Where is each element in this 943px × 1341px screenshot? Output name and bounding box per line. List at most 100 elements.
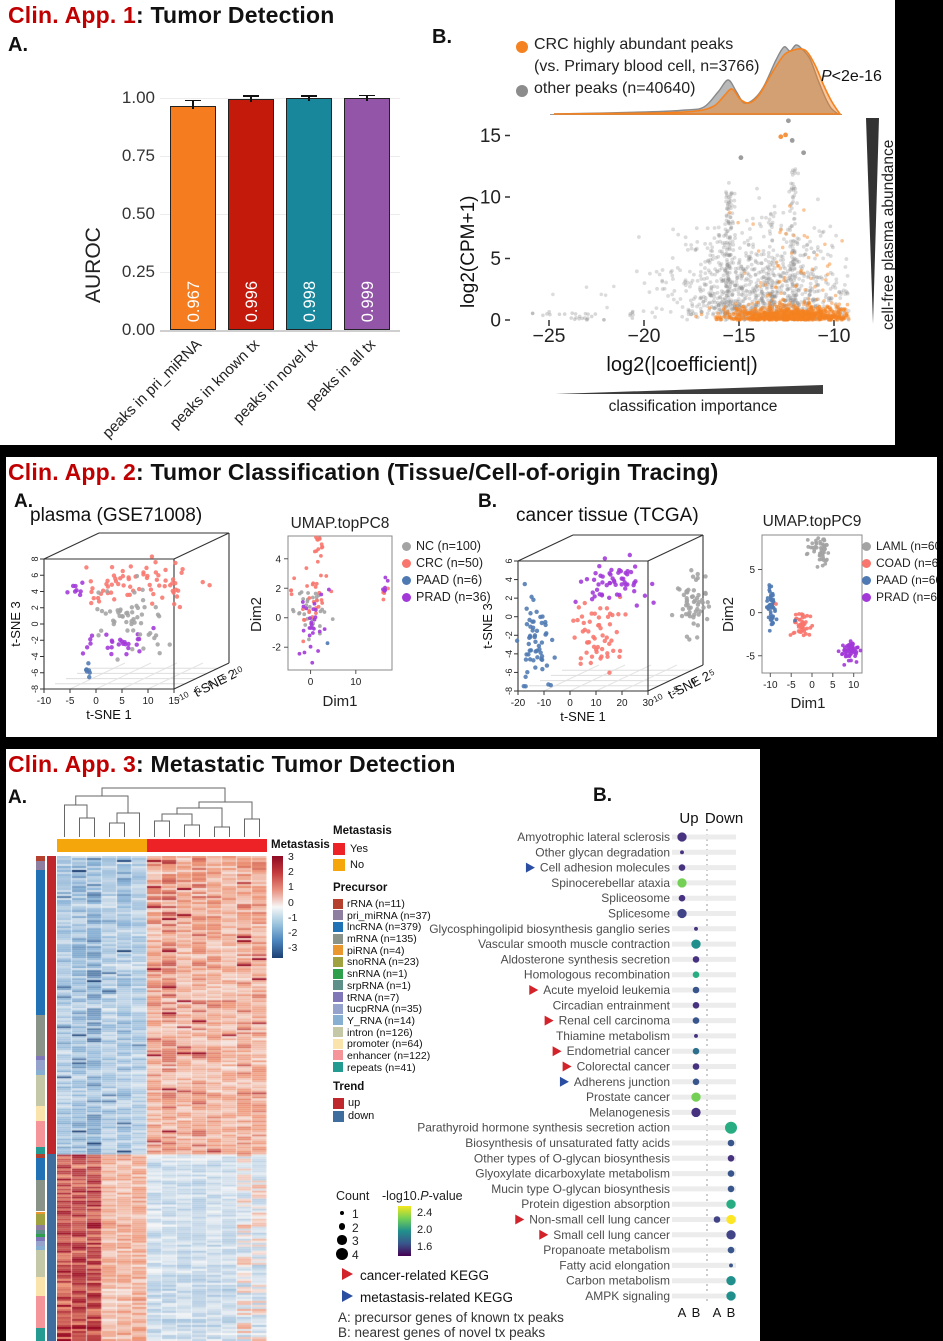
precursor-segment [36,1179,45,1212]
precursor-legend-item: repeats (n=41) [333,1062,473,1074]
legend-item: NC (n=100) [402,539,487,556]
data-points [289,535,390,665]
tissue-subtitle: cancer tissue (TCGA) [516,505,699,526]
precursor-segment [36,1015,45,1057]
legend-swatch [333,933,343,944]
enrichment-dot [677,908,687,919]
tsne3-axis-label: t-SNE 3 [8,601,23,647]
panel2-a-label: A. [14,491,33,512]
legend-label: lncRNA (n=379) [347,921,422,934]
trend-legend-down: down [333,1110,473,1123]
other-legend-dot [516,85,528,97]
section-clin-app-3: Clin. App. 3: Metastatic Tumor Detection… [0,749,943,1341]
umap-toppc9-plot: 5 0 -5 -10 -5 0 5 10 [746,534,863,691]
pathway-label: Propanoate metabolism [543,1243,670,1257]
pathway-label: Small cell lung cancer [553,1228,670,1242]
plot-border [287,535,393,671]
tick-label: 5 [830,680,836,691]
importance-label: classification importance [608,398,778,415]
legend-label: Y_RNA (n=14) [347,1014,415,1027]
enrichment-dot [692,1063,700,1070]
legend-swatch [333,945,343,956]
bar-value-label: 0.998 [301,280,319,322]
outlier-point [783,132,788,138]
count-label: 2 [352,1220,359,1235]
precursor-legend-item: rRNA (n=11) [333,898,473,910]
tick-label: 15 [168,696,180,707]
separator-2 [0,737,943,749]
enrichment-dot [726,1214,736,1225]
tick-label: −25 [532,325,565,347]
tick-label: 0 [504,614,514,619]
tick-label: 5 [707,667,716,678]
panel-b-cfrna: B. CRC highly abundant peaks (vs. Primar… [428,0,897,445]
enrichment-dot [692,1047,700,1055]
bar-value-label: 0.999 [359,280,377,322]
heatmap-legend: Metastasis Yes No Precursor rRNA (n=11) pri_m… [333,825,473,1123]
precursor-segment [36,1225,45,1230]
tick-label: 5 [119,696,125,707]
legend-swatch [333,859,345,871]
tick-label: -10 [537,698,552,709]
other-legend-label: other peaks (n=40640) [534,80,696,97]
legend-item-label: CRC (n=50) [416,556,484,570]
pathway-label: Aldosterone synthesis secretion [501,952,670,966]
red-triangle-icon [342,1268,353,1280]
enrichment-dot [691,1107,701,1118]
legend-label: promoter (n=64) [347,1038,423,1051]
tick-label: 2 [504,596,514,601]
row-annotation-precursor [36,856,45,1341]
panel3-a-label: A. [8,787,27,808]
precursor-segment [36,1158,45,1180]
precursor-segment [36,1250,45,1277]
blue-triangle-icon [525,862,535,873]
crc-legend-dot [516,41,528,53]
legend-color-dot [402,542,411,551]
legend-item-label: PAAD (n=6) [416,573,483,587]
enrichment-dot [729,1263,733,1268]
tick-label: -5 [746,651,755,662]
pvalue-tick-1: 2.4 [417,1207,433,1219]
legend-swatch [333,921,343,932]
enrichment-dot [727,1155,735,1162]
heatmap-canvas [57,856,267,1341]
legend-label: pri_miRNA (n=37) [347,909,431,922]
tsne2-axis-label: t-SNE 2 [665,668,712,702]
dendrogram-branch [176,807,223,827]
precursor-segment [36,1154,45,1159]
legend-swatch [333,1097,344,1109]
count-legend-title: Count [336,1189,370,1203]
tsne1-axis-label: t-SNE 1 [86,707,132,722]
count-dot [338,1223,346,1230]
blue-triangle-icon [342,1290,353,1302]
metastasis-legend-title: Metastasis [333,825,392,837]
dendrogram-branch [79,817,95,837]
tick-label: 10 [231,664,244,677]
down-header: Down [705,810,743,827]
data-points [65,554,212,680]
precursor-segment [36,1214,45,1226]
precursor-segment [36,869,45,1016]
count-dot [337,1235,347,1245]
bar-value-label: 0.996 [243,280,261,322]
tick-label: 8 [30,556,40,561]
crc-legend-line1: CRC highly abundant peaks [534,36,734,53]
red-triangle-icon [544,1015,554,1026]
enrichment-dot [692,1002,700,1009]
precursor-segment [36,1236,45,1241]
pathway-label: Mucin type O-glycan biosynthesis [491,1182,670,1196]
frame2-right [937,457,943,737]
precursor-legend-title: Precursor [333,882,388,894]
importance-triangle [555,385,823,394]
tick-label: -5 [66,696,75,707]
enrichment-dot [726,1276,736,1286]
precursor-segment [36,1147,45,1155]
tick-label: 10 [848,680,860,691]
legend-label: Yes [350,843,368,855]
precursor-legend-item: Y_RNA (n=14) [333,1015,473,1027]
dendrogram [64,787,260,837]
colorbar-tick: 0 [288,896,294,909]
footnote-a: A: precursor genes of known tx peaks [338,1310,564,1325]
colorbar-tick: -1 [288,911,298,924]
